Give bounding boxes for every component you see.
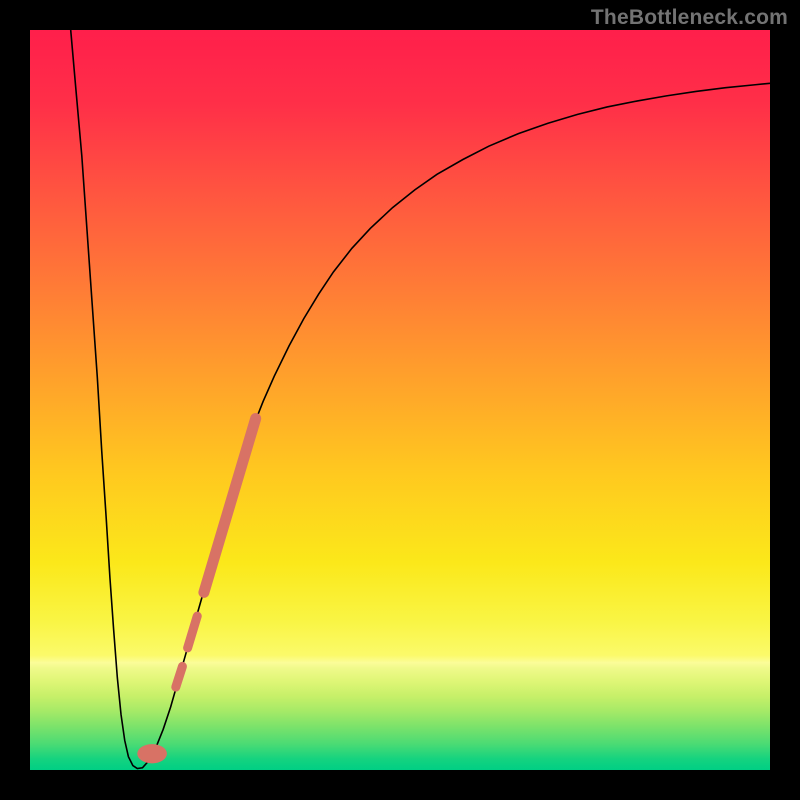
plot-background: [30, 30, 770, 770]
bottleneck-chart: [0, 0, 800, 800]
watermark-text: TheBottleneck.com: [591, 6, 788, 30]
chart-container: { "meta": { "watermark": "TheBottleneck.…: [0, 0, 800, 800]
